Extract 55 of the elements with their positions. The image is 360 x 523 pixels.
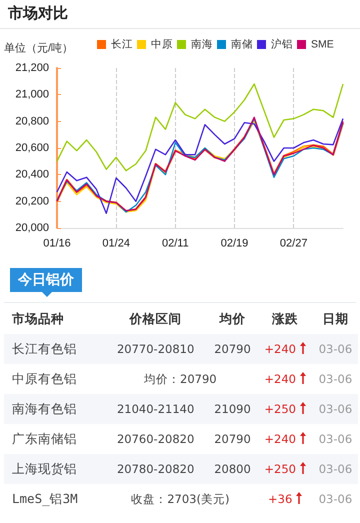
text: 今日铝价 — [10, 268, 82, 292]
text: 收盘：2703(美元) — [131, 492, 230, 506]
x-tick-label: 02/19 — [220, 238, 248, 250]
text: 20770-20810 — [116, 342, 194, 356]
legend-label: 长江 — [111, 38, 133, 50]
text: 均价：20790 — [144, 372, 217, 386]
y-tick-label: 20,000 — [15, 222, 49, 234]
text: 03-06 — [318, 462, 352, 476]
text: 20800 — [214, 462, 251, 476]
category-label: 价格区间 — [128, 310, 183, 328]
y-tick-label: 21,000 — [15, 88, 49, 101]
y-tick-label: 20,400 — [15, 168, 49, 181]
category-label: 涨跌 — [271, 310, 300, 328]
text: 21040-21140 — [116, 402, 194, 416]
category-label: 市场品种 — [11, 310, 65, 328]
text: +250 — [264, 402, 296, 416]
text: 20780-20820 — [116, 462, 194, 476]
text: 20760-20820 — [116, 432, 194, 446]
category-label: 均价 — [218, 310, 246, 328]
text: +36 — [268, 492, 292, 506]
category-label: 广东南储铝 — [12, 430, 77, 446]
legend-label: 南储 — [231, 38, 253, 50]
y-tick-label: 21,200 — [15, 62, 49, 74]
y-tick-label: 20,800 — [15, 115, 49, 128]
text: +240 — [264, 342, 296, 356]
chart-title: 市场对比 — [8, 4, 68, 23]
text: 20790 — [214, 432, 251, 446]
text: 21090 — [214, 402, 251, 416]
line-series — [56, 83, 344, 172]
text: 03-06 — [318, 372, 352, 386]
y-axis-title: 单位（元/吨） — [4, 42, 74, 54]
category-label: 日期 — [321, 310, 350, 328]
x-tick-label: 02/27 — [280, 238, 308, 250]
category-label: 上海现货铝 — [12, 460, 77, 476]
text: +250 — [264, 462, 296, 476]
text: +240 — [264, 372, 296, 386]
legend-label: 中原 — [151, 38, 173, 50]
x-tick-label: 01/16 — [43, 238, 71, 250]
legend-label: 南海 — [191, 38, 213, 50]
text: 20790 — [214, 342, 251, 356]
category-label: LmeS_铝3M — [12, 490, 78, 506]
category-label: 中原有色铝 — [12, 370, 77, 386]
text: 03-06 — [318, 492, 352, 506]
legend-label: SME — [311, 38, 334, 50]
x-tick-label: 02/11 — [162, 238, 189, 250]
x-tick-label: 01/24 — [102, 238, 130, 250]
text: 03-06 — [318, 402, 352, 416]
category-label: 长江有色铝 — [12, 340, 77, 356]
text: 03-06 — [318, 342, 352, 356]
legend-label: 沪铝 — [271, 38, 293, 50]
category-label: 南海有色铝 — [12, 400, 77, 416]
y-tick-label: 20,200 — [15, 195, 49, 208]
text: +240 — [264, 432, 296, 446]
y-tick-label: 20,600 — [15, 142, 49, 154]
text: 03-06 — [318, 432, 352, 446]
